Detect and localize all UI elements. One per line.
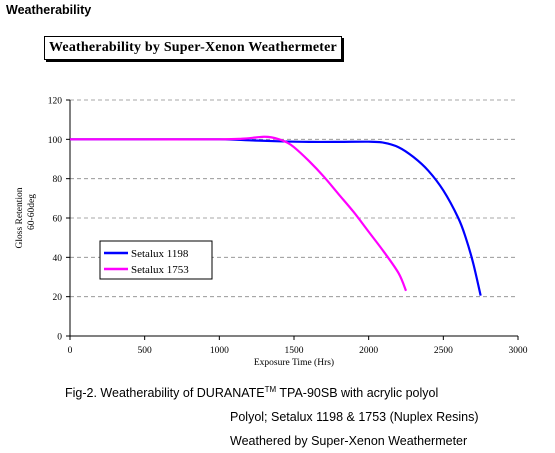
- y-tick-label: 20: [53, 293, 63, 303]
- x-tick-label: 2500: [434, 346, 453, 356]
- x-tick-label: 0: [68, 346, 73, 356]
- series-line-1: [70, 135, 408, 292]
- x-tick-label: 3000: [509, 346, 528, 356]
- x-tick-label: 1000: [210, 346, 229, 356]
- y-axis-label: Gloss Retention: [15, 187, 25, 248]
- legend-label: Setalux 1198: [131, 248, 189, 260]
- tick-labels: 0 20 40 60 80 100 120 0 500 1000 1500 2000 2500 3000: [48, 97, 528, 357]
- legend-box: [99, 240, 213, 280]
- y-tick-label: 40: [53, 254, 63, 264]
- caption-line-1: Fig-2. Weatherability of DURANATETM TPA-…: [65, 385, 438, 400]
- x-tick-label: 2000: [359, 346, 378, 356]
- y-tick-label: 0: [57, 333, 62, 343]
- caption-line-3: Weathered by Super-Xenon Weathermeter: [230, 434, 468, 448]
- caption-line-1-text: Fig-2. Weatherability of DURANATE: [65, 386, 265, 400]
- series-lines: [70, 135, 482, 296]
- page-heading: Weatherability: [6, 3, 92, 17]
- legend: Setalux 1198 Setalux 1753: [99, 240, 213, 280]
- y-tick-label: 120: [48, 97, 63, 107]
- x-tick-label: 1500: [285, 346, 304, 356]
- caption-line-1-tail: TPA-90SB with acrylic polyol: [276, 386, 439, 400]
- y-tick-label: 60: [53, 215, 63, 225]
- x-tick-label: 500: [138, 346, 153, 356]
- y-tick-label: 100: [48, 136, 63, 146]
- caption-trademark: TM: [264, 385, 277, 394]
- legend-label: Setalux 1753: [131, 264, 189, 276]
- y-axis-label-sub: 60-60deg: [27, 194, 37, 230]
- x-axis-label: Exposure Time (Hrs): [254, 357, 334, 368]
- y-tick-label: 80: [53, 175, 63, 185]
- axes: [66, 99, 519, 340]
- caption-line-2: Polyol; Setalux 1198 & 1753 (Nuplex Resi…: [230, 410, 479, 424]
- grid-lines: [70, 99, 518, 298]
- chart-title: Weatherability by Super-Xenon Weathermet…: [44, 36, 342, 60]
